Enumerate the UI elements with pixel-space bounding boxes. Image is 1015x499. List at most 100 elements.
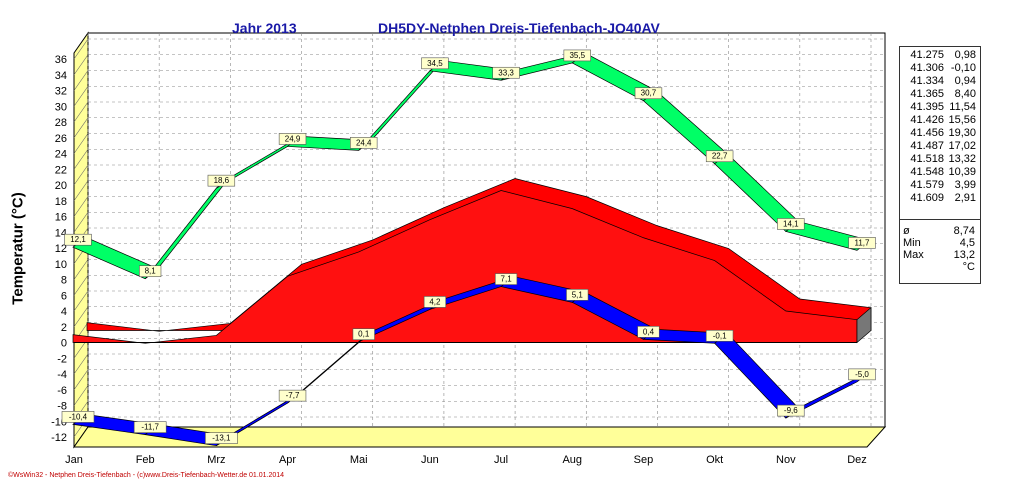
max-data-label-box <box>705 150 734 163</box>
min-data-label-box <box>278 389 307 402</box>
max-data-label-box <box>634 87 663 100</box>
grid-line-left <box>73 101 89 123</box>
x-tick-label: Okt <box>706 454 723 466</box>
min-data-label: 0,1 <box>358 330 370 339</box>
value-legend: 41.275 0,98 41.306 -0,10 41.334 0,94 41.365 8,4… <box>899 46 981 284</box>
grid-line-left <box>73 54 89 75</box>
max-data-label: 24,4 <box>356 138 372 147</box>
chart-floor <box>73 426 887 448</box>
y-tick-label: -8 <box>57 401 67 413</box>
min-data-label-box <box>494 273 518 285</box>
y-tick-label: 18 <box>55 196 67 208</box>
legend-date: 41.487 <box>910 140 944 152</box>
legend-date: 41.456 <box>910 127 944 139</box>
y-tick-label: 28 <box>55 117 67 129</box>
legend-row: 41.365 8,40 <box>900 88 976 101</box>
station-title: DH5DY-Netphen Dreis-Tiefenbach-JO40AV <box>378 20 660 36</box>
legend-row: 41.306 -0,10 <box>900 62 976 75</box>
max-data-label: 14,1 <box>783 219 799 228</box>
legend-value: 15,56 <box>948 114 976 126</box>
grid-line-left <box>73 164 89 186</box>
y-tick-label: 16 <box>55 212 67 224</box>
grid-line-left <box>73 353 89 375</box>
grid-line-left <box>73 38 89 60</box>
max-data-label-box <box>207 174 236 187</box>
min-data-label: -13,1 <box>212 434 231 443</box>
x-tick-label: Dez <box>847 454 867 466</box>
max-data-label-box <box>350 137 378 149</box>
legend-stat: ø 8,74 <box>903 225 975 238</box>
min-data-label-box <box>61 411 95 423</box>
legend-stat-value: 4,5 <box>959 237 975 249</box>
grid-line-left <box>73 117 89 138</box>
grid-line-left <box>73 149 89 170</box>
legend-value: 0,98 <box>954 49 976 61</box>
grid-line-left <box>73 196 89 217</box>
max-data-label-box <box>777 218 805 230</box>
legend-date: 41.518 <box>910 153 944 165</box>
min-data-label: -9,6 <box>784 406 798 415</box>
max-data-label-box <box>278 133 307 145</box>
legend-value: 2,91 <box>954 192 976 204</box>
legend-stat-label: ø <box>903 225 910 237</box>
min-data-label: -11,7 <box>141 423 159 432</box>
legend-stat-label: Max <box>903 249 924 261</box>
legend-row: 41.275 0,98 <box>900 49 976 62</box>
legend-value: 19,30 <box>948 127 976 139</box>
grid-line-left <box>73 86 89 107</box>
mean-area <box>72 190 858 344</box>
y-tick-label: -6 <box>57 385 67 397</box>
legend-separator <box>900 219 980 220</box>
x-tick-label: Jun <box>421 454 439 466</box>
y-tick-label: 26 <box>55 133 67 145</box>
y-tick-label: -2 <box>57 353 67 365</box>
y-tick-label: 34 <box>55 70 67 82</box>
footer-copyright: ©WsWin32 - Netphen Dreis-Tiefenbach - (c… <box>8 472 285 479</box>
y-tick-label: 12 <box>55 243 67 255</box>
max-data-label: 30,7 <box>641 89 657 98</box>
max-data-label: 33,3 <box>498 68 514 77</box>
max-data-label: 12,1 <box>70 235 86 244</box>
legend-date: 41.548 <box>910 166 944 178</box>
max-data-label: 11,7 <box>855 238 871 247</box>
grid-line-left <box>73 306 89 327</box>
min-data-label-box <box>637 326 660 338</box>
max-data-label-box <box>421 57 449 70</box>
legend-value: 3,99 <box>954 179 976 191</box>
max-data-label-box <box>139 265 162 278</box>
min-data-label-box <box>352 328 375 341</box>
grid-line-left <box>73 259 89 280</box>
min-data-label-box <box>423 296 447 308</box>
y-tick-label: 30 <box>55 101 67 113</box>
max-data-label: 22,7 <box>712 152 728 161</box>
min-data-label: 0,4 <box>643 327 655 336</box>
min-data-label: -0,1 <box>713 331 727 340</box>
y-tick-label: 32 <box>55 86 67 98</box>
legend-stat-value: 8,74 <box>953 225 975 237</box>
x-tick-label: Sep <box>634 454 654 466</box>
legend-value: 13,32 <box>948 153 976 165</box>
grid-line-left <box>73 212 89 233</box>
legend-row: 41.579 3,99 <box>900 179 976 192</box>
y-tick-label: 10 <box>55 259 67 271</box>
legend-value: 8,40 <box>954 88 976 100</box>
legend-date: 41.395 <box>910 101 944 113</box>
grid-line-left <box>73 180 89 201</box>
legend-row: 41.609 2,91 <box>900 192 976 205</box>
min-data-label: -10,4 <box>69 412 88 421</box>
min-data-label: -5,0 <box>855 370 869 379</box>
max-data-label: 34,5 <box>427 59 443 68</box>
min-data-label: 7,1 <box>501 275 513 284</box>
max-data-label-box <box>563 49 591 62</box>
grid-line-left <box>73 290 89 312</box>
legend-row: 41.548 10,39 <box>900 166 976 179</box>
legend-row: 41.426 15,56 <box>900 114 976 127</box>
legend-date: 41.306 <box>910 62 944 74</box>
x-tick-label: Feb <box>136 454 155 466</box>
legend-date: 41.365 <box>910 88 944 100</box>
legend-stat: Max 13,2 <box>903 249 975 262</box>
legend-value: 10,39 <box>948 166 976 178</box>
legend-stat-value: °C <box>962 261 975 273</box>
x-tick-label: Jul <box>494 454 508 466</box>
